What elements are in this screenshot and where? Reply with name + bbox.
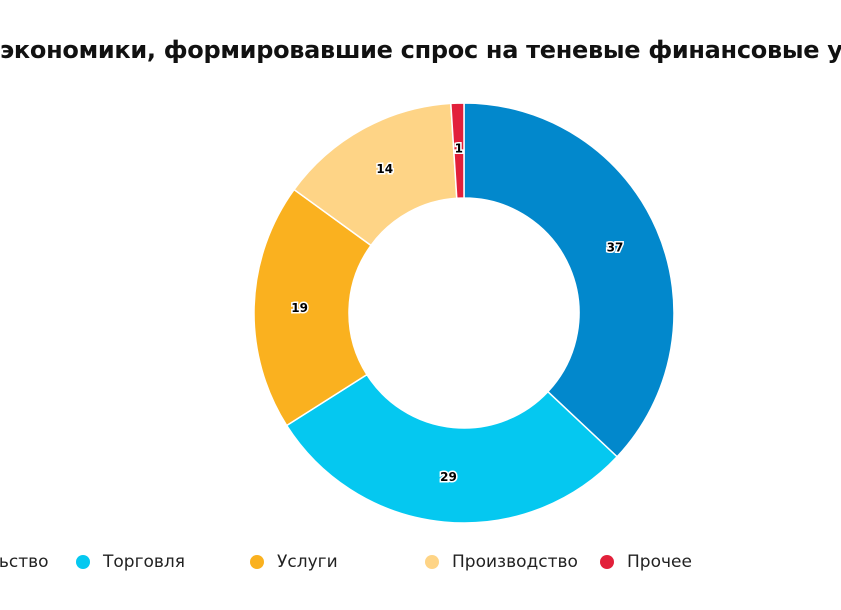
legend-label-trade: Торговля <box>103 552 186 572</box>
slice-construction[interactable] <box>463 102 675 458</box>
chart-legend: льство Торговля Услуги Производство Проч… <box>0 550 841 574</box>
legend-item-construction[interactable]: льство <box>0 550 49 574</box>
legend-label-services: Услуги <box>277 552 338 572</box>
legend-label-production: Производство <box>452 552 578 572</box>
legend-label-other: Прочее <box>627 552 692 572</box>
slice-label-construction: 37 <box>607 241 624 255</box>
legend-swatch-services <box>250 555 264 569</box>
chart-title: экономики, формировавшие спрос на теневы… <box>0 36 841 64</box>
slice-other[interactable] <box>450 102 465 200</box>
slice-label-trade: 29 <box>440 470 457 484</box>
legend-item-trade[interactable]: Торговля <box>76 550 185 574</box>
legend-item-production[interactable]: Производство <box>425 550 578 574</box>
slice-services[interactable] <box>253 188 373 427</box>
legend-swatch-other <box>600 555 614 569</box>
legend-item-other[interactable]: Прочее <box>600 550 692 574</box>
slice-trade[interactable] <box>285 373 619 524</box>
slice-label-production: 14 <box>376 162 393 176</box>
legend-item-services[interactable]: Услуги <box>250 550 338 574</box>
legend-swatch-trade <box>76 555 90 569</box>
slice-label-other: 1 <box>455 142 463 156</box>
slice-label-services: 19 <box>291 301 308 315</box>
legend-label-construction: льство <box>0 552 49 572</box>
legend-swatch-production <box>425 555 439 569</box>
